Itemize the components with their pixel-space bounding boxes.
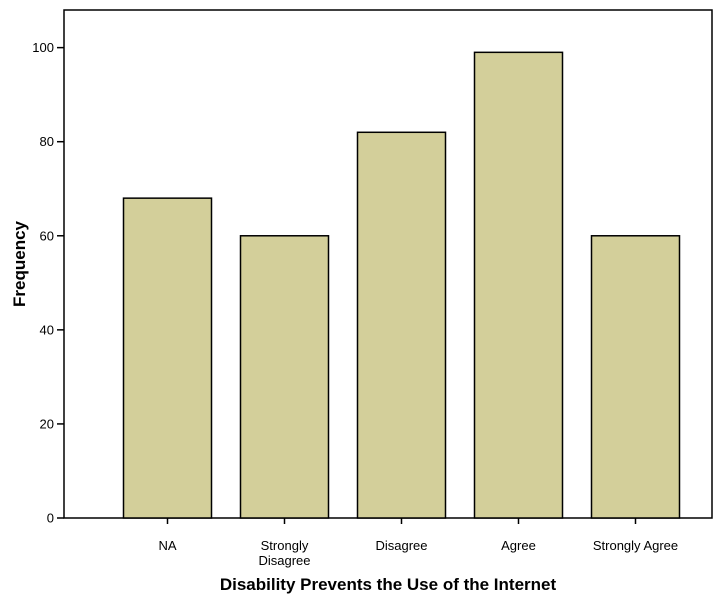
y-tick-label: 20 [40,416,54,431]
y-tick-label: 80 [40,134,54,149]
bar-strongly-disagree [239,235,330,519]
y-axis: 0 20 40 60 80 100 [32,40,64,526]
x-tick-label: Agree [501,538,536,553]
y-axis-title: Frequency [10,220,29,307]
y-tick-label: 0 [47,511,54,526]
x-tick-label: Disagree [375,538,427,553]
x-axis-title: Disability Prevents the Use of the Inter… [220,575,557,594]
y-tick-label: 100 [32,40,54,55]
bar-strongly-agree [590,235,681,519]
x-tick-label: Strongly Disagree [258,538,310,568]
bar-agree [473,51,564,519]
bars-group [122,51,681,519]
bar-na [122,197,213,519]
x-axis: NA Strongly Disagree Disagree Agree Strongly … [158,518,678,568]
y-tick-label: 60 [40,228,54,243]
y-tick-label: 40 [40,322,54,337]
x-tick-label: Strongly Agree [593,538,678,553]
bar-disagree [356,131,447,519]
x-tick-label: NA [158,538,176,553]
